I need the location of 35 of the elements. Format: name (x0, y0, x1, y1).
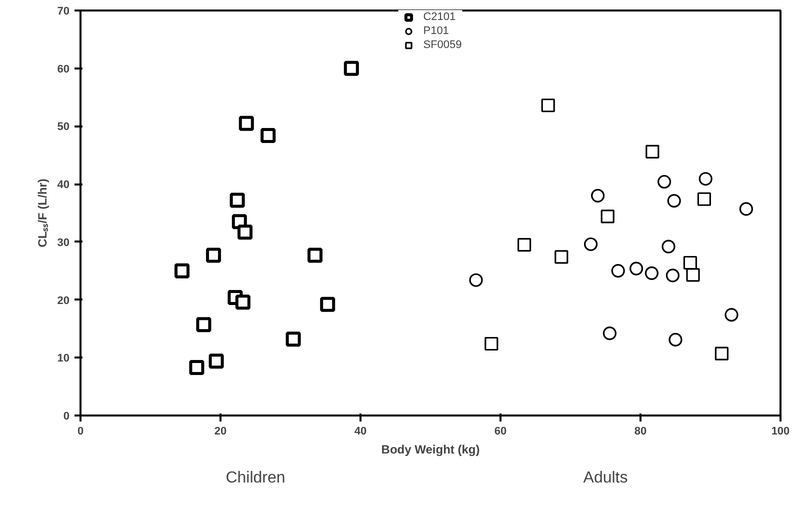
point (286, 332, 301, 347)
y-tick-label: 50 (57, 121, 70, 134)
y-tick-label: 20 (57, 294, 70, 307)
x-tick-label: 80 (634, 426, 647, 438)
point (235, 294, 250, 310)
x-tick-label: 0 (77, 426, 84, 438)
y-axis-title: CLₛₛ/F (L/hr) (35, 178, 50, 248)
y-tick-label: 0 (63, 410, 70, 422)
x-tick-label: 20 (214, 426, 227, 438)
legend-label: SF0059 (423, 38, 462, 52)
point (238, 116, 254, 131)
x-tick-label: 60 (494, 426, 507, 438)
point (230, 192, 245, 208)
point (196, 317, 212, 332)
point (308, 248, 322, 263)
text: Children (226, 470, 286, 486)
point (174, 263, 190, 278)
legend-label: C2101 (423, 10, 456, 24)
point (260, 128, 276, 143)
x-axis-title: Body Weight (kg) (381, 442, 480, 456)
point (320, 296, 336, 312)
point (238, 224, 252, 240)
y-tick-label: 10 (57, 352, 70, 365)
y-tick-label: 40 (57, 179, 70, 192)
point (189, 360, 204, 375)
x-tick-label: 40 (354, 426, 367, 438)
y-tick-label: 70 (57, 6, 70, 18)
point (208, 354, 224, 369)
y-tick-label: 60 (57, 63, 70, 76)
x-tick-label: 100 (771, 426, 790, 438)
y-tick-label: 30 (57, 236, 70, 249)
text: Adults (583, 470, 628, 486)
point (344, 60, 359, 76)
legend-label: P101 (423, 24, 449, 38)
point (206, 248, 221, 263)
